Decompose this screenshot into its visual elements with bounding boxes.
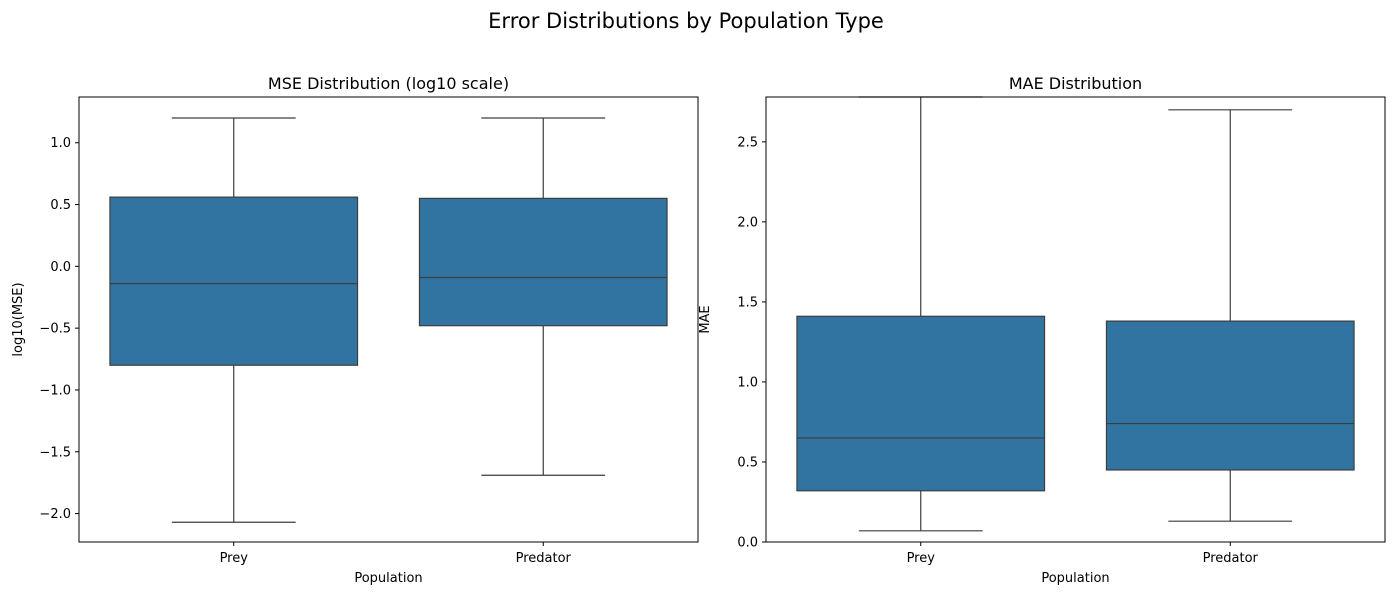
box-prey — [796, 315, 1046, 492]
x-tick-label: Predator — [1203, 551, 1259, 566]
y-tick-label: 2.0 — [737, 215, 758, 230]
y-tick-label: 0.5 — [737, 455, 758, 470]
y-tick-label: 0.0 — [737, 536, 758, 551]
box-predator — [418, 197, 668, 327]
axes-frame — [765, 96, 1386, 543]
y-tick-label: 1.5 — [737, 295, 758, 310]
y-tick-label: 0.5 — [50, 198, 71, 213]
y-axis-label: log10(MSE) — [11, 282, 26, 356]
y-tick-label: 2.5 — [737, 135, 758, 150]
box-predator — [1105, 320, 1355, 471]
x-axis-label: Population — [1041, 571, 1109, 586]
y-tick-label: −0.5 — [39, 322, 71, 337]
y-tick-label: 0.0 — [50, 260, 71, 275]
chart-panel-1: MSE Distribution (log10 scale) −2.0 −1.5 −1… — [11, 74, 699, 586]
y-tick-label: 1.0 — [737, 375, 758, 390]
axes-frame — [78, 96, 699, 543]
x-tick-label: Predator — [516, 551, 572, 566]
y-tick-label: 1.0 — [50, 136, 71, 151]
y-tick-label: −1.0 — [39, 383, 71, 398]
figure-suptitle: Error Distributions by Population Type — [488, 9, 884, 33]
chart-title: MAE Distribution — [1009, 74, 1142, 93]
x-tick-label: Prey — [907, 551, 936, 566]
y-tick-label: −1.5 — [39, 445, 71, 460]
chart-title: MSE Distribution (log10 scale) — [268, 74, 509, 93]
y-axis-label: MAE — [698, 305, 713, 333]
y-tick-label: −2.0 — [39, 507, 71, 522]
x-axis-label: Population — [354, 571, 422, 586]
box-prey — [109, 196, 359, 366]
x-tick-label: Prey — [220, 551, 249, 566]
chart-panel-2: MAE Distribution 0.0 0.5 1.0 1.5 2.0 2.5 Prey Pr… — [698, 74, 1386, 586]
